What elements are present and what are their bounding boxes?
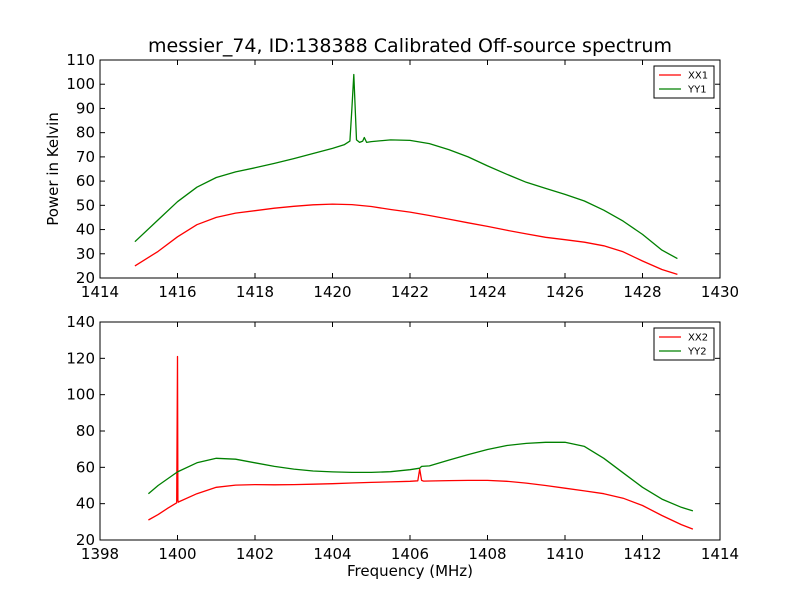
bottom-x-tick-label: 1404 (313, 545, 351, 563)
bottom-x-tick-label: 1410 (546, 545, 584, 563)
bottom-y-tick-label: 60 (76, 458, 95, 476)
bottom-x-tick-label: 1398 (81, 545, 119, 563)
bottom-y-tick-label: 140 (66, 313, 95, 331)
top-x-tick-label: 1414 (81, 283, 119, 301)
top-y-tick-label: 80 (76, 124, 95, 142)
top-x-tick-label: 1418 (236, 283, 274, 301)
top-y-tick-label: 70 (76, 148, 95, 166)
bottom-y-tick-label: 120 (66, 349, 95, 367)
bottom-y-tick-label: 40 (76, 495, 95, 513)
bottom-x-tick-label: 1406 (391, 545, 429, 563)
bottom-series-xx2 (148, 355, 694, 530)
bottom-legend-label-xx2: XX2 (688, 333, 708, 344)
top-y-tick-label: 40 (76, 221, 95, 239)
top-y-axis-label: Power in Kelvin (44, 112, 62, 226)
top-x-tick-label: 1416 (158, 283, 196, 301)
top-legend-label-xx1: XX1 (688, 71, 708, 82)
top-x-tick-label: 1424 (468, 283, 506, 301)
bottom-legend (653, 327, 715, 361)
top-series-yy1 (134, 73, 678, 260)
bottom-subplot: 1398 1400 1402 1404 1406 1408 1410 1412 1414 20 40… (66, 313, 739, 580)
top-y-tick-label: 50 (76, 196, 95, 214)
top-x-tick-label: 1420 (313, 283, 351, 301)
top-y-tick-label: 110 (66, 51, 95, 69)
top-series-xx1 (134, 203, 678, 276)
top-legend (653, 65, 715, 99)
bottom-legend-label-yy2: YY2 (687, 347, 707, 358)
top-subplot: 1414 1416 1418 1420 1422 1424 1426 1428 1430 20 30… (44, 51, 739, 301)
bottom-x-tick-label: 1408 (468, 545, 506, 563)
bottom-y-tick-label: 20 (76, 531, 95, 549)
bottom-series-yy2 (147, 441, 694, 512)
top-x-tick-label: 1428 (623, 283, 661, 301)
top-x-tick-label: 1422 (391, 283, 429, 301)
top-x-tick-label: 1426 (546, 283, 584, 301)
top-y-tick-label: 30 (76, 245, 95, 263)
bottom-x-tick-label: 1400 (158, 545, 196, 563)
bottom-y-tick-label: 100 (66, 386, 95, 404)
top-x-tick-label: 1430 (701, 283, 739, 301)
bottom-x-tick-label: 1414 (701, 545, 739, 563)
bottom-x-tick-label: 1412 (623, 545, 661, 563)
top-y-tick-label: 60 (76, 172, 95, 190)
top-y-tick-label: 90 (76, 99, 95, 117)
top-legend-label-yy1: YY1 (687, 85, 707, 96)
top-y-tick-label: 100 (66, 75, 95, 93)
top-y-tick-label: 20 (76, 269, 95, 287)
bottom-x-tick-label: 1402 (236, 545, 274, 563)
bottom-y-tick-label: 80 (76, 422, 95, 440)
figure-title: messier_74, ID:138388 Calibrated Off-sou… (148, 35, 672, 57)
bottom-x-axis-label: Frequency (MHz) (347, 562, 473, 580)
